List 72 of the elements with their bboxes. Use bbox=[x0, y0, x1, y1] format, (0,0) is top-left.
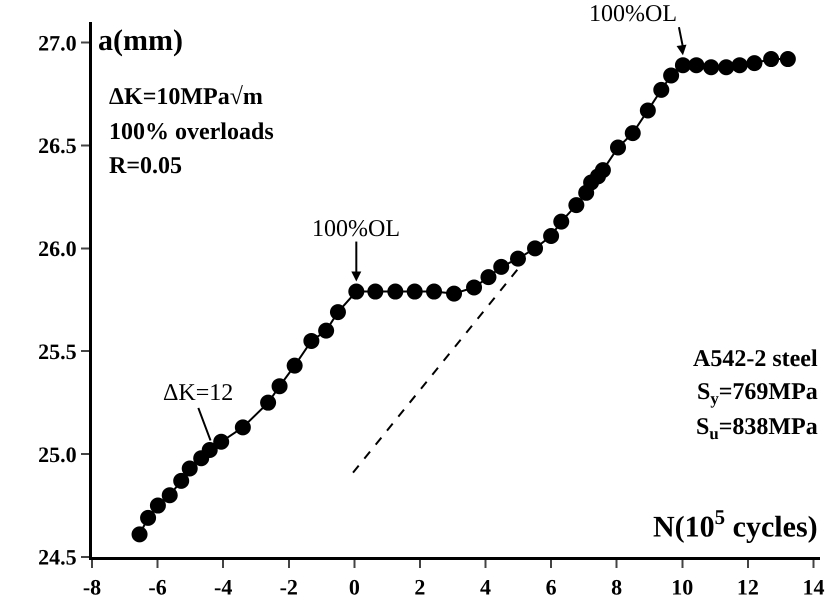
x-tick-label: 0 bbox=[348, 574, 360, 600]
point bbox=[150, 498, 166, 514]
annotation: ΔK=12 bbox=[163, 380, 234, 406]
point bbox=[493, 258, 510, 275]
y-tick-label: 26.5 bbox=[38, 133, 77, 158]
point bbox=[132, 526, 148, 542]
point bbox=[426, 284, 442, 300]
point bbox=[140, 510, 156, 526]
point bbox=[780, 51, 796, 68]
point bbox=[610, 140, 626, 156]
point bbox=[746, 55, 762, 72]
annotation: 100%OL bbox=[312, 216, 400, 242]
x-tick-label: 10 bbox=[671, 574, 694, 600]
y-tick-label: 24.5 bbox=[38, 544, 77, 570]
x-tick-label: -2 bbox=[280, 574, 298, 600]
point bbox=[318, 322, 334, 339]
annotation: A542-2 steel bbox=[693, 346, 818, 372]
point bbox=[286, 358, 303, 374]
point bbox=[272, 378, 288, 394]
point bbox=[640, 102, 656, 118]
point bbox=[624, 125, 641, 142]
point bbox=[553, 214, 570, 230]
x-tick-label: -6 bbox=[148, 574, 167, 600]
point bbox=[202, 442, 218, 458]
x-tick-label: -4 bbox=[214, 574, 232, 600]
point bbox=[763, 51, 780, 68]
point bbox=[162, 487, 178, 504]
point bbox=[527, 240, 544, 256]
point bbox=[213, 434, 230, 450]
x-tick-label: 2 bbox=[414, 574, 426, 600]
point bbox=[303, 332, 320, 349]
annotation: R=0.05 bbox=[109, 153, 182, 179]
annotation: S$_{u}$=838MPa bbox=[696, 414, 818, 444]
point bbox=[663, 68, 680, 84]
point bbox=[234, 419, 251, 436]
annotation: ΔK=10MPa√m bbox=[109, 84, 263, 110]
x-tick-label: 12 bbox=[736, 574, 759, 600]
point bbox=[703, 59, 720, 76]
point bbox=[387, 284, 404, 300]
y-axis-title: a(mm) bbox=[98, 24, 183, 57]
annotation: S$_{y}$=769MPa bbox=[697, 379, 818, 408]
point bbox=[348, 284, 364, 300]
point bbox=[732, 57, 748, 74]
point bbox=[510, 250, 526, 267]
point bbox=[260, 394, 276, 411]
point bbox=[182, 460, 198, 477]
point bbox=[674, 57, 691, 74]
point bbox=[653, 82, 670, 98]
point bbox=[688, 57, 704, 74]
point bbox=[173, 472, 190, 489]
annotation: 100%OL bbox=[589, 1, 677, 27]
point bbox=[367, 284, 384, 300]
y-tick-label: 25.5 bbox=[38, 338, 77, 364]
x-tick-label: -8 bbox=[82, 574, 102, 600]
point bbox=[594, 162, 611, 178]
y-tick-label: 27.0 bbox=[38, 30, 77, 56]
point bbox=[568, 197, 584, 214]
y-tick-label: 26.0 bbox=[38, 236, 77, 262]
x-tick-label: 8 bbox=[611, 574, 622, 600]
point bbox=[480, 269, 496, 286]
point bbox=[330, 304, 346, 320]
point bbox=[543, 228, 560, 244]
x-tick-label: 14 bbox=[802, 574, 824, 600]
annotation: 100% overloads bbox=[109, 119, 274, 145]
point bbox=[446, 286, 462, 302]
x-tick-label: 6 bbox=[546, 574, 557, 600]
x-axis-title: N(10$^{5}$ cycles) bbox=[653, 505, 818, 544]
point bbox=[466, 279, 482, 296]
point bbox=[406, 284, 423, 300]
point bbox=[718, 59, 734, 76]
y-tick-label: 25.0 bbox=[38, 442, 77, 467]
x-tick-label: 4 bbox=[480, 574, 492, 600]
